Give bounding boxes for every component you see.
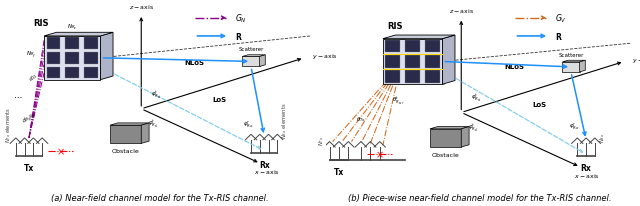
Text: $\mathbf{R}$: $\mathbf{R}$ — [236, 31, 243, 42]
Polygon shape — [383, 36, 455, 40]
Text: (b) Piece-wise near-field channel model for the Tx-RIS channel.: (b) Piece-wise near-field channel model … — [348, 193, 612, 202]
Polygon shape — [461, 127, 469, 147]
Text: $\times$: $\times$ — [375, 149, 384, 160]
Text: $\varphi^t_{R_{et}}$: $\varphi^t_{R_{et}}$ — [104, 60, 115, 71]
Text: $N_{R_z}$: $N_{R_z}$ — [67, 23, 77, 32]
Text: LoS: LoS — [532, 102, 547, 108]
Polygon shape — [580, 61, 585, 73]
Bar — [243, 57, 260, 67]
Polygon shape — [141, 123, 149, 144]
Bar — [405, 41, 420, 53]
Bar — [425, 56, 440, 68]
Text: $\varphi^t_{R_{el}}$: $\varphi^t_{R_{el}}$ — [148, 118, 158, 129]
Bar — [430, 129, 461, 147]
Text: Scatterer: Scatterer — [558, 53, 584, 57]
Polygon shape — [44, 33, 113, 37]
Text: $d_{11}$: $d_{11}$ — [27, 70, 40, 83]
Text: NLoS: NLoS — [184, 60, 205, 66]
Text: $x-$axis: $x-$axis — [574, 171, 600, 179]
Text: RIS: RIS — [33, 19, 49, 28]
Bar — [563, 63, 580, 73]
Bar — [47, 53, 60, 64]
Polygon shape — [430, 127, 469, 129]
Text: $N_{Rx}$ elements: $N_{Rx}$ elements — [280, 102, 289, 138]
Text: $\varphi^t_{R_{et}}$: $\varphi^t_{R_{et}}$ — [470, 93, 482, 104]
Text: NLoS: NLoS — [504, 63, 525, 69]
Text: $\varphi^t_{R_{et}}$: $\varphi^t_{R_{et}}$ — [150, 89, 162, 100]
Bar — [65, 53, 79, 64]
Text: Rx: Rx — [259, 160, 269, 169]
Bar — [47, 67, 60, 79]
Text: $N_{Tx}$ elements: $N_{Tx}$ elements — [4, 106, 13, 142]
Text: $N_{R_y}$: $N_{R_y}$ — [26, 49, 36, 60]
Text: $z-$axis: $z-$axis — [129, 4, 154, 11]
Bar — [405, 56, 420, 68]
Polygon shape — [442, 36, 455, 85]
Text: $\mathbf{R}$: $\mathbf{R}$ — [556, 31, 563, 42]
Polygon shape — [243, 55, 265, 57]
Polygon shape — [383, 40, 442, 85]
Polygon shape — [100, 33, 113, 80]
Text: $\varphi^r_{Rx}$: $\varphi^r_{Rx}$ — [569, 121, 579, 131]
Bar — [84, 38, 98, 50]
Text: $\varphi^t_{R_{et}}$: $\varphi^t_{R_{et}}$ — [445, 64, 457, 75]
Text: $z-$axis: $z-$axis — [449, 7, 474, 15]
Text: $\varphi^t_{R_{el}}$: $\varphi^t_{R_{el}}$ — [467, 122, 478, 133]
Polygon shape — [563, 61, 585, 63]
Bar — [65, 38, 79, 50]
Text: Tx: Tx — [334, 167, 344, 176]
Text: Scatterer: Scatterer — [238, 47, 264, 52]
Bar — [84, 67, 98, 79]
Bar — [425, 71, 440, 83]
Bar — [110, 126, 141, 144]
Text: RIS: RIS — [388, 21, 403, 30]
Bar — [385, 71, 400, 83]
Bar — [47, 38, 60, 50]
Text: Tx: Tx — [24, 164, 34, 173]
Text: $y-$axis: $y-$axis — [312, 52, 338, 61]
Bar — [425, 41, 440, 53]
Polygon shape — [110, 123, 149, 126]
Text: $\cdots$: $\cdots$ — [13, 91, 22, 100]
Text: $d_{N_gN_{Tx}}$: $d_{N_gN_{Tx}}$ — [21, 109, 40, 127]
Text: $N_{Rx}$: $N_{Rx}$ — [598, 131, 607, 142]
Text: $\theta^t_{R_{et}}$: $\theta^t_{R_{et}}$ — [436, 77, 447, 88]
Text: $\theta^t_{R_{a,r}}$: $\theta^t_{R_{a,r}}$ — [392, 95, 404, 105]
Text: $\times$: $\times$ — [56, 146, 65, 156]
Bar — [65, 67, 79, 79]
Text: Obstacle: Obstacle — [432, 152, 460, 157]
Bar — [385, 56, 400, 68]
Text: $G_N$: $G_N$ — [236, 12, 247, 25]
Polygon shape — [44, 37, 100, 80]
Bar — [385, 41, 400, 53]
Text: $y-$axis: $y-$axis — [632, 56, 640, 65]
Polygon shape — [260, 55, 265, 67]
Text: LoS: LoS — [212, 96, 227, 102]
Text: $\varphi^r_{Rx}$: $\varphi^r_{Rx}$ — [243, 119, 253, 129]
Text: Obstacle: Obstacle — [112, 148, 140, 153]
Bar — [84, 53, 98, 64]
Text: Rx: Rx — [580, 164, 591, 173]
Text: (a) Near-field channel model for the Tx-RIS channel.: (a) Near-field channel model for the Tx-… — [51, 193, 269, 202]
Text: $G_V$: $G_V$ — [556, 12, 567, 25]
Bar — [405, 71, 420, 83]
Text: $\theta_{Tx}$: $\theta_{Tx}$ — [356, 115, 366, 124]
Text: $x-$axis: $x-$axis — [254, 167, 280, 175]
Text: $N_{Tx}$: $N_{Tx}$ — [317, 135, 326, 145]
